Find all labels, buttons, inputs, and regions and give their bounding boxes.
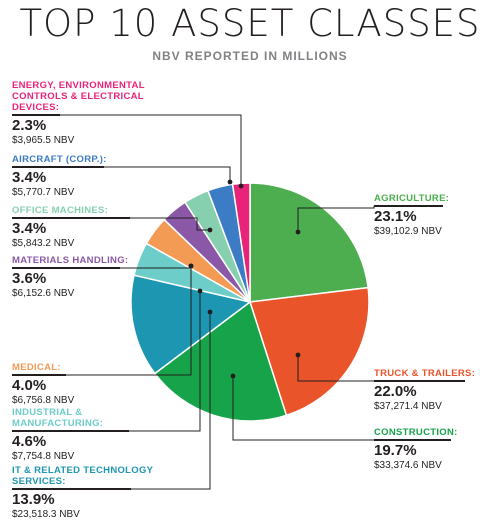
callout-label-8: AIRCRAFT (CORP.): 3.4% $5,770.7 NBV: [12, 154, 162, 199]
callout-label-7: OFFICE MACHINES: 3.4% $5,843.2 NBV: [12, 205, 162, 250]
slice-percent: 13.9%: [12, 490, 55, 508]
pie-slice-2: [153, 300, 288, 422]
chart-subtitle: NBV REPORTED IN MILLIONS: [152, 49, 348, 63]
slice-name: IT & RELATED TECHNOLOGY SERVICES:: [12, 465, 154, 487]
slice-nbv: $3,965.5 NBV: [12, 135, 75, 147]
slice-nbv: $37,271.4 NBV: [374, 401, 442, 413]
slice-name: OFFICE MACHINES:: [12, 205, 109, 216]
callout-label-3: IT & RELATED TECHNOLOGY SERVICES: 13.9% $2…: [12, 465, 162, 521]
slice-nbv: $6,152.6 NBV: [12, 288, 75, 300]
leader-line-5: [12, 266, 192, 376]
callout-label-9: ENERGY, ENVIRONMENTAL CONTROLS & ELECTRI…: [12, 80, 162, 147]
leader-dot-7: [207, 227, 213, 233]
leader-dot-3: [207, 309, 213, 315]
leader-dot-4: [197, 288, 203, 294]
slice-name: MATERIALS HANDLING:: [12, 255, 129, 266]
slice-percent: 2.3%: [12, 116, 47, 134]
slice-percent: 4.0%: [12, 376, 47, 394]
leader-line-9: [12, 114, 242, 186]
slice-percent: 3.6%: [12, 269, 47, 287]
pie-slice-1: [249, 286, 370, 417]
slice-nbv: $5,843.2 NBV: [12, 238, 75, 250]
slice-nbv: $7,754.8 NBV: [12, 451, 75, 463]
leader-dot-1: [295, 352, 301, 358]
slice-percent: 19.7%: [374, 441, 417, 459]
slice-percent: 4.6%: [12, 432, 47, 450]
slice-percent: 23.1%: [374, 207, 417, 225]
callout-label-4: INDUSTRIAL & MANUFACTURING: 4.6% $7,754.8 …: [12, 407, 162, 463]
leader-dot-9: [238, 183, 244, 189]
callout-label-0: AGRICULTURE: 23.1% $39,102.9 NBV: [374, 193, 494, 238]
leader-dot-6: [188, 263, 194, 269]
leader-dot-2: [230, 373, 236, 379]
slice-percent: 3.4%: [12, 168, 47, 186]
slice-name: AIRCRAFT (CORP.):: [12, 154, 107, 165]
pie-slice-0: [249, 182, 369, 303]
slice-name: TRUCK & TRAILERS:: [374, 368, 476, 379]
leader-dot-8: [227, 179, 233, 185]
chart-title: TOP 10 ASSET CLASSES: [19, 2, 481, 45]
slice-name: CONSTRUCTION:: [374, 427, 458, 438]
callout-label-6: MATERIALS HANDLING: 3.6% $6,152.6 NBV: [12, 255, 162, 300]
leader-dot-0: [295, 229, 301, 235]
callout-label-5: MEDICAL: 4.0% $6,756.8 NBV: [12, 362, 162, 407]
leader-line-2: [232, 376, 374, 441]
slice-name: ENERGY, ENVIRONMENTAL CONTROLS & ELECTRI…: [12, 80, 145, 113]
leader-line-1: [297, 355, 374, 382]
slice-nbv: $23,518.3 NBV: [12, 509, 80, 521]
slice-name: INDUSTRIAL & MANUFACTURING:: [12, 407, 104, 429]
slice-percent: 3.4%: [12, 219, 47, 237]
slice-name: AGRICULTURE:: [374, 193, 450, 204]
slice-nbv: $5,770.7 NBV: [12, 187, 75, 199]
callout-label-1: TRUCK & TRAILERS: 22.0% $37,271.4 NBV: [374, 368, 494, 413]
slice-name: MEDICAL:: [12, 362, 61, 373]
callout-label-2: CONSTRUCTION: 19.7% $33,374.6 NBV: [374, 427, 494, 472]
slice-nbv: $6,756.8 NBV: [12, 395, 75, 407]
slice-percent: 22.0%: [374, 382, 417, 400]
slice-nbv: $33,374.6 NBV: [374, 460, 442, 472]
slice-nbv: $39,102.9 NBV: [374, 226, 442, 238]
